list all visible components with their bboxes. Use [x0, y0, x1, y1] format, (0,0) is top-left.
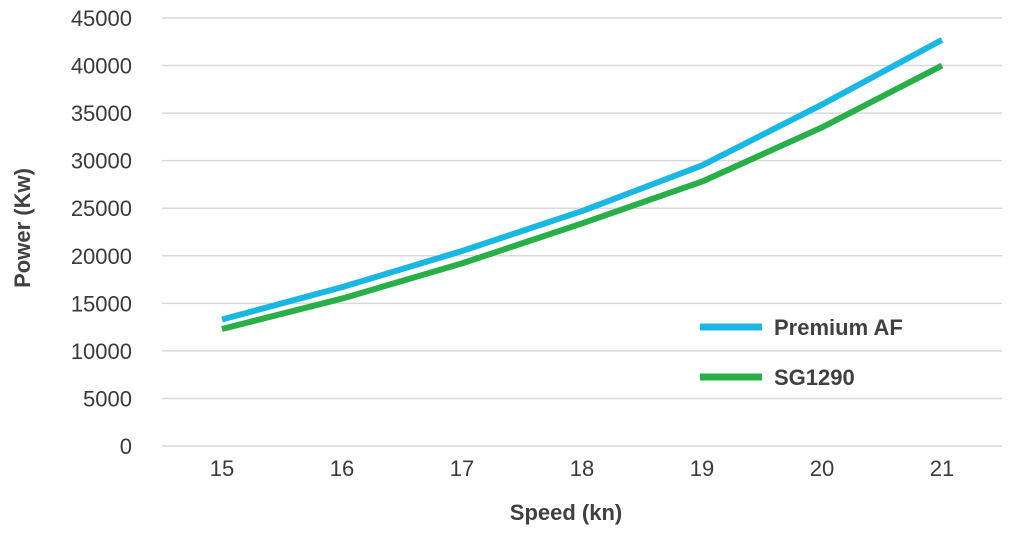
series-line-premium-af	[221, 37, 944, 323]
y-tick-label: 30000	[71, 149, 132, 174]
y-axis-title: Power (Kw)	[10, 168, 35, 288]
y-tick-label: 5000	[83, 386, 132, 411]
x-tick-label: 17	[450, 456, 474, 481]
x-tick-label: 20	[810, 456, 834, 481]
y-tick-label: 20000	[71, 244, 132, 269]
gridlines	[162, 17, 1002, 447]
x-tick-label: 16	[330, 456, 354, 481]
y-tick-label: 25000	[71, 196, 132, 221]
y-axis-tick-labels: 0 5000 10000 15000 20000 25000 30000 35000 40000…	[71, 6, 132, 459]
y-tick-label: 35000	[71, 101, 132, 126]
x-tick-label: 18	[570, 456, 594, 481]
y-tick-label: 10000	[71, 339, 132, 364]
legend: Premium AF SG1290	[700, 315, 903, 390]
series-line-sg1290	[221, 62, 944, 332]
y-tick-label: 40000	[71, 54, 132, 79]
y-tick-label: 0	[120, 434, 132, 459]
legend-label-sg1290: SG1290	[774, 365, 855, 390]
y-tick-label: 45000	[71, 6, 132, 31]
legend-label-premium-af: Premium AF	[774, 315, 903, 340]
y-tick-label: 15000	[71, 291, 132, 316]
x-axis-title: Speed (kn)	[510, 500, 622, 525]
series-lines	[221, 37, 944, 332]
x-tick-label: 21	[930, 456, 954, 481]
x-tick-label: 19	[690, 456, 714, 481]
x-axis-tick-labels: 15 16 17 18 19 20 21	[210, 456, 954, 481]
x-tick-label: 15	[210, 456, 234, 481]
